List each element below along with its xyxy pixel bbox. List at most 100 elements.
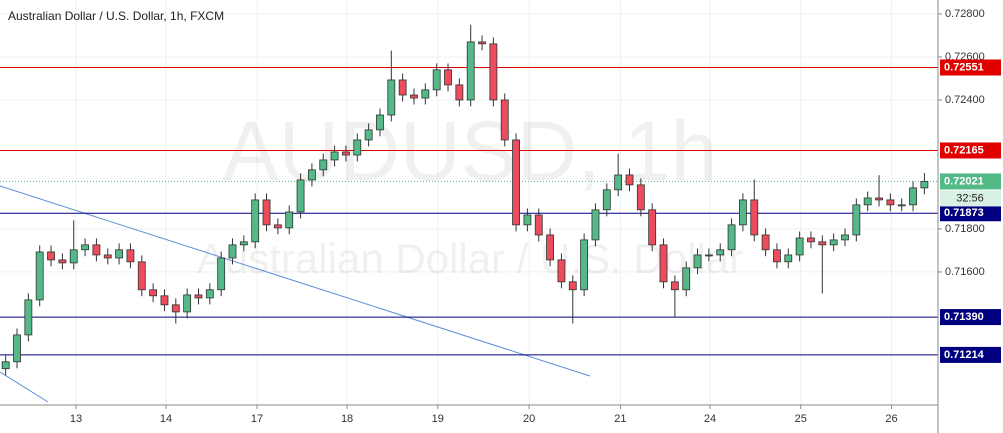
level-label: 0.71390 bbox=[944, 311, 984, 323]
candle-body bbox=[307, 169, 316, 181]
candle-body bbox=[557, 259, 566, 283]
x-tick-label: 24 bbox=[704, 413, 716, 425]
candle-body bbox=[716, 249, 725, 256]
candle-body bbox=[239, 241, 248, 246]
countdown: 32:56 bbox=[956, 192, 984, 204]
trend-line bbox=[0, 371, 49, 403]
candle-body bbox=[614, 174, 623, 191]
x-tick-label: 13 bbox=[70, 413, 82, 425]
candle-body bbox=[262, 199, 271, 226]
candle-body bbox=[376, 114, 384, 131]
candle-body bbox=[35, 251, 44, 301]
candle-body bbox=[58, 259, 67, 264]
candle-body bbox=[773, 249, 781, 263]
countdown-box bbox=[940, 190, 1001, 207]
x-tick-label: 18 bbox=[341, 413, 353, 425]
x-tick-label: 25 bbox=[795, 413, 807, 425]
candle-body bbox=[625, 174, 634, 186]
candle-body bbox=[353, 139, 362, 156]
level-label-box bbox=[940, 205, 1001, 222]
candle-body bbox=[546, 234, 555, 261]
candle-body bbox=[205, 289, 214, 299]
candle-body bbox=[659, 244, 668, 283]
candle-body bbox=[693, 254, 702, 269]
candle-body bbox=[296, 179, 305, 213]
candle-body bbox=[523, 214, 532, 226]
candle-body bbox=[489, 43, 498, 101]
candle-body bbox=[738, 199, 747, 226]
last-price-label: 0.72021 bbox=[944, 175, 984, 187]
y-tick-label: 0.71800 bbox=[945, 223, 985, 235]
level-label-box bbox=[940, 59, 1001, 76]
candle-body bbox=[92, 244, 101, 256]
candle-body bbox=[421, 89, 430, 99]
candle-body bbox=[103, 254, 112, 259]
candle-body bbox=[636, 184, 645, 211]
x-tick-label: 21 bbox=[614, 413, 626, 425]
x-tick-label: 14 bbox=[160, 413, 172, 425]
candle-body bbox=[841, 234, 849, 241]
level-label: 0.72165 bbox=[944, 144, 984, 156]
candle-body bbox=[784, 254, 793, 263]
candle-body bbox=[285, 211, 294, 229]
candle-body bbox=[795, 237, 804, 256]
candle-body bbox=[602, 189, 611, 211]
candle-body bbox=[580, 239, 589, 291]
level-label-box bbox=[940, 142, 1001, 159]
last-price-box bbox=[940, 173, 1001, 190]
candle-body bbox=[648, 209, 657, 246]
candle-body bbox=[829, 239, 838, 246]
chart-title: Australian Dollar / U.S. Dollar, 1h, FXC… bbox=[8, 9, 224, 23]
x-tick-label: 26 bbox=[885, 413, 897, 425]
candle-body bbox=[750, 199, 759, 236]
candle-body bbox=[81, 244, 89, 251]
candle-body bbox=[704, 254, 713, 257]
x-tick-label: 20 bbox=[523, 413, 535, 425]
candle-body bbox=[273, 224, 282, 229]
candle-body bbox=[591, 209, 600, 241]
candle-body bbox=[682, 267, 691, 291]
trend-line bbox=[0, 185, 591, 377]
candle-body bbox=[115, 249, 124, 259]
candle-body bbox=[455, 84, 464, 101]
y-tick-label: 0.72800 bbox=[945, 8, 985, 20]
candle-body bbox=[330, 151, 339, 161]
candle-body bbox=[466, 41, 475, 101]
candle-body bbox=[171, 304, 180, 313]
candle-body bbox=[387, 79, 396, 116]
level-label-box bbox=[940, 346, 1001, 363]
candle-body bbox=[160, 295, 169, 306]
candle-body bbox=[217, 257, 226, 291]
candle-body bbox=[137, 261, 146, 291]
candle-body bbox=[398, 79, 407, 96]
candle-body bbox=[342, 151, 350, 156]
candle-body bbox=[852, 204, 861, 236]
candle-body bbox=[319, 159, 328, 171]
candle-body bbox=[727, 224, 736, 251]
candle-body bbox=[432, 69, 441, 91]
candle-body bbox=[194, 294, 203, 299]
candle-body bbox=[818, 241, 827, 246]
candle-body bbox=[534, 214, 543, 236]
candle-body bbox=[875, 197, 883, 201]
candle-body bbox=[24, 299, 33, 336]
candle-body bbox=[444, 69, 452, 86]
candle-body bbox=[897, 204, 906, 207]
candle-body bbox=[364, 129, 373, 141]
candle-body bbox=[568, 281, 577, 291]
candle-body bbox=[886, 199, 895, 206]
candle-body bbox=[126, 249, 135, 263]
candle-body bbox=[512, 139, 520, 226]
candle-body bbox=[500, 99, 509, 141]
candle-body bbox=[920, 181, 929, 189]
candle-body bbox=[909, 187, 917, 206]
y-tick-label: 0.71600 bbox=[945, 266, 985, 278]
level-label: 0.72551 bbox=[944, 61, 984, 73]
candle-body bbox=[670, 281, 679, 291]
candle-body bbox=[863, 197, 872, 206]
y-tick-label: 0.72400 bbox=[945, 94, 985, 106]
candle-body bbox=[1, 361, 10, 370]
